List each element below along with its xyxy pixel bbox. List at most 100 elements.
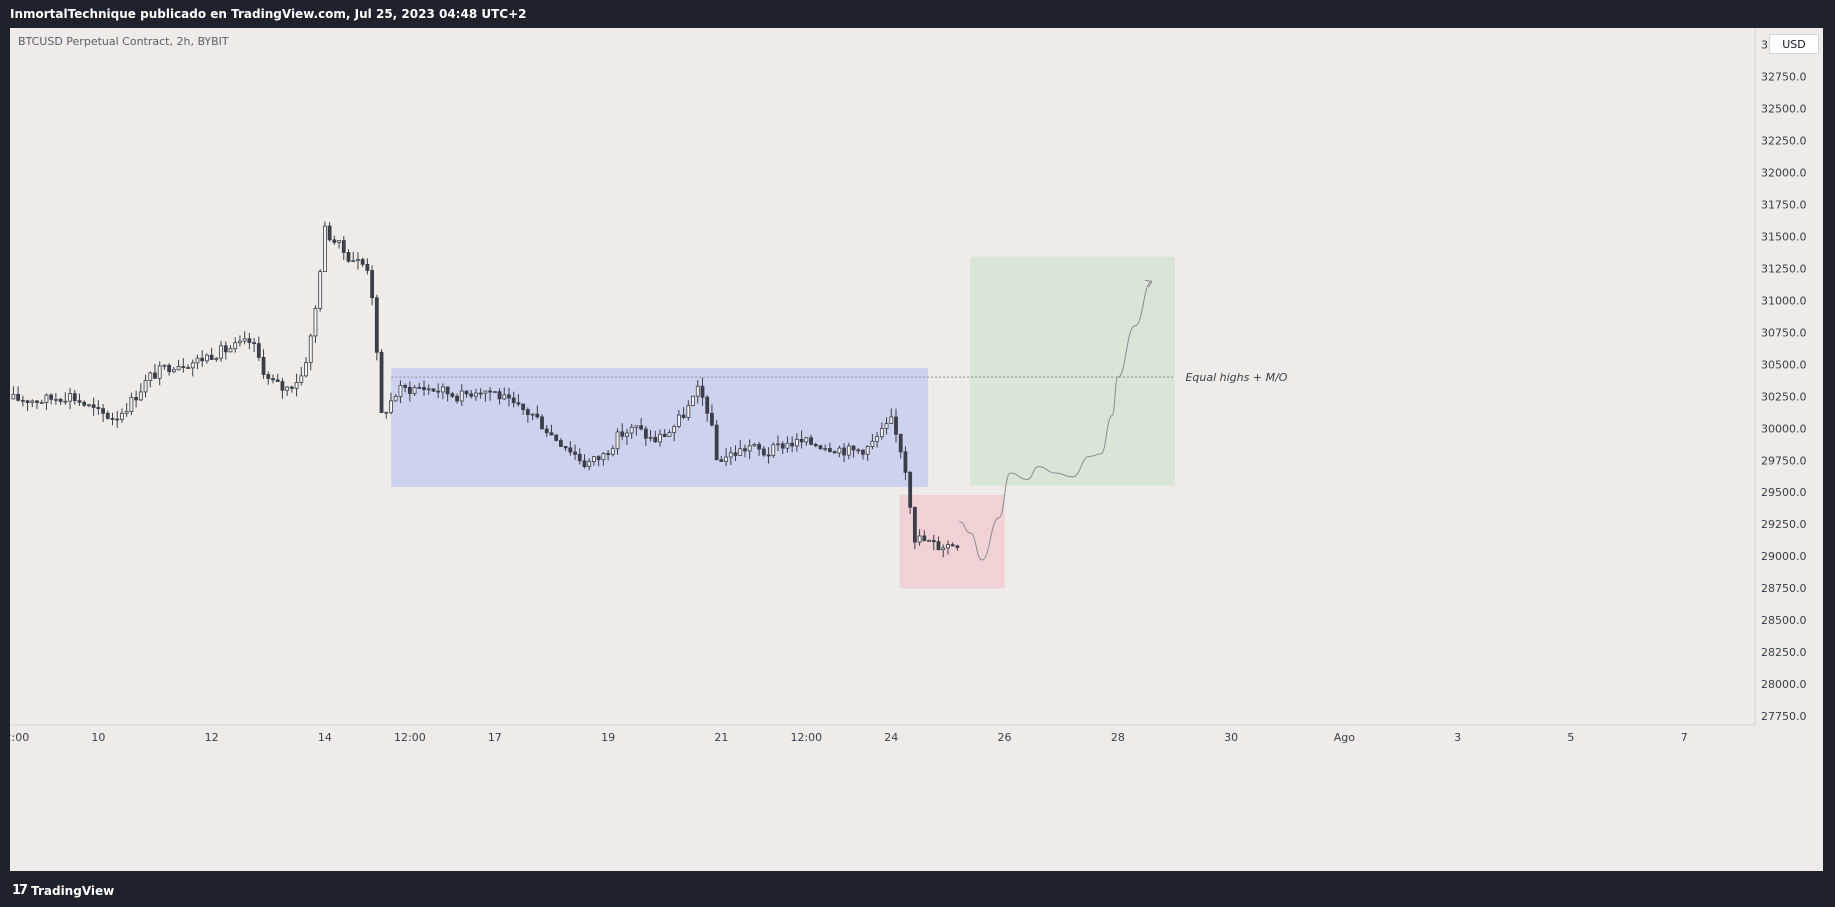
candle-body: [507, 394, 511, 399]
candle-body: [426, 388, 431, 391]
candle-body: [710, 412, 714, 426]
candle-body: [908, 471, 913, 508]
y-tick-label: 31250.0: [1761, 262, 1807, 275]
candle-body: [672, 425, 677, 434]
chart-area[interactable]: Equal highs + M/O33000.032750.032500.032…: [10, 28, 1823, 871]
candle-body: [771, 444, 776, 456]
candle-body: [922, 535, 927, 542]
candle-body: [898, 433, 903, 453]
candle-body: [927, 540, 931, 542]
projection-path: [959, 280, 1153, 561]
candle-body: [403, 385, 408, 388]
x-tick-label: Ago: [1334, 731, 1356, 744]
candle-body: [955, 545, 960, 548]
candle-body: [870, 440, 875, 447]
candle-body: [946, 544, 950, 549]
candle-body: [728, 452, 733, 458]
candle-body: [153, 372, 157, 379]
candle-body: [629, 426, 634, 434]
candle-body: [667, 432, 672, 438]
y-tick-label: 30250.0: [1761, 390, 1807, 403]
candle-body: [209, 354, 214, 360]
candle-body: [809, 437, 813, 445]
candle-body: [941, 547, 946, 551]
x-tick-label: 28: [1111, 731, 1125, 744]
candle-body: [842, 447, 846, 456]
currency-selector[interactable]: USD: [1769, 34, 1819, 54]
footer: 17 TradingView: [0, 872, 1835, 907]
candle-body: [521, 403, 526, 411]
candle-body: [469, 393, 474, 397]
candle-body: [601, 453, 606, 461]
candle-body: [195, 357, 200, 364]
candle-body: [68, 393, 72, 402]
candle-body: [398, 385, 403, 397]
candle-body: [648, 436, 653, 439]
candle-body: [30, 400, 35, 404]
candle-body: [497, 391, 502, 400]
candle-body: [724, 456, 728, 462]
candle-body: [516, 402, 521, 405]
candle-body: [700, 385, 705, 398]
candle-body: [110, 417, 115, 420]
publish-header: InmortalTechnique publicado en TradingVi…: [0, 0, 1835, 28]
candle-body: [134, 397, 139, 401]
equal-highs-label: Equal highs + M/O: [1185, 371, 1287, 384]
y-tick-label: 31750.0: [1761, 198, 1807, 211]
candle-body: [747, 445, 752, 452]
candle-body: [676, 414, 681, 427]
candle-body: [138, 391, 143, 401]
candle-body: [389, 400, 393, 413]
candle-body: [794, 438, 799, 447]
x-tick-label: 21: [714, 731, 728, 744]
y-tick-label: 32000.0: [1761, 167, 1807, 180]
candle-body: [474, 392, 478, 397]
candle-body: [101, 408, 105, 414]
candle-body: [761, 448, 766, 456]
candle-body: [242, 338, 247, 342]
candle-body: [544, 428, 549, 434]
candle-body: [44, 394, 49, 403]
candle-body: [653, 436, 658, 443]
candle-body: [346, 252, 351, 262]
candle-body: [337, 240, 341, 243]
candle-body: [837, 447, 842, 454]
candle-body: [455, 395, 459, 402]
y-tick-label: 32750.0: [1761, 71, 1807, 84]
candle-body: [691, 395, 695, 406]
candle-body: [351, 260, 356, 263]
candle-body: [228, 348, 233, 353]
candle-body: [20, 399, 25, 402]
y-tick-label: 29250.0: [1761, 518, 1807, 531]
candle-body: [285, 386, 290, 391]
x-tick-label: 19: [601, 731, 615, 744]
x-tick-label: 12:00: [394, 731, 426, 744]
candle-body: [280, 381, 285, 391]
candle-body: [332, 239, 337, 243]
candle-body: [931, 540, 936, 543]
candle-body: [308, 335, 313, 363]
y-tick-label: 30500.0: [1761, 358, 1807, 371]
candle-body: [823, 448, 828, 450]
candle-body: [766, 454, 771, 457]
price-chart-svg[interactable]: Equal highs + M/O33000.032750.032500.032…: [10, 28, 1823, 871]
candle-body: [422, 387, 426, 391]
candle-body: [407, 386, 412, 394]
y-tick-label: 28000.0: [1761, 678, 1807, 691]
x-tick-label: 12:00: [790, 731, 822, 744]
candle-body: [370, 270, 375, 299]
tradingview-logo[interactable]: 17 TradingView: [12, 883, 114, 898]
candle-body: [573, 451, 577, 455]
candle-body: [289, 386, 294, 389]
candle-body: [16, 394, 21, 401]
y-tick-label: 31000.0: [1761, 294, 1807, 307]
range-zone: [391, 368, 929, 488]
candle-body: [124, 411, 129, 414]
x-tick-label: 3: [1454, 731, 1461, 744]
candle-body: [148, 372, 153, 381]
tradingview-logo-icon: 17: [12, 883, 28, 898]
candle-body: [266, 374, 271, 379]
candle-body: [176, 366, 181, 371]
candle-body: [105, 412, 110, 419]
candle-body: [917, 535, 922, 543]
